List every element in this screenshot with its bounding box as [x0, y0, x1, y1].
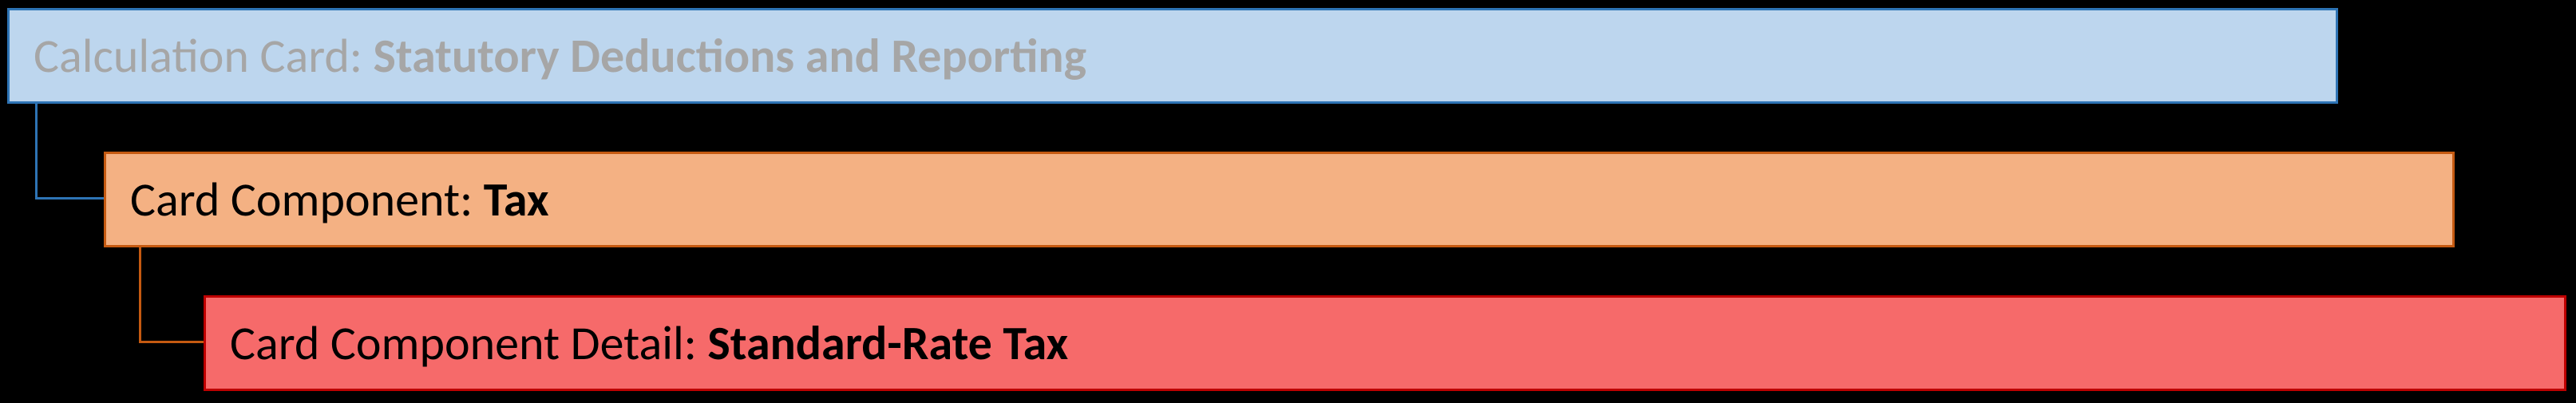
level3-bar: Card Component Detail: Standard-Rate Tax	[204, 295, 2566, 391]
connector-2-vertical	[139, 247, 141, 343]
connector-2-horizontal	[139, 341, 204, 343]
level1-prefix: Calculation Card:	[34, 27, 362, 85]
level1-bar: Calculation Card: Statutory Deductions a…	[7, 8, 2338, 104]
level1-value: Statutory Deductions and Reporting	[374, 27, 1087, 85]
connector-1-vertical	[35, 104, 38, 200]
level2-bar: Card Component: Tax	[104, 152, 2455, 247]
level3-prefix: Card Component Detail:	[230, 314, 697, 373]
level3-value: Standard-Rate Tax	[707, 314, 1068, 373]
level2-value: Tax	[484, 171, 549, 229]
connector-1-horizontal	[35, 197, 104, 200]
level2-prefix: Card Component:	[130, 171, 473, 229]
diagram-canvas: Calculation Card: Statutory Deductions a…	[0, 0, 2576, 403]
